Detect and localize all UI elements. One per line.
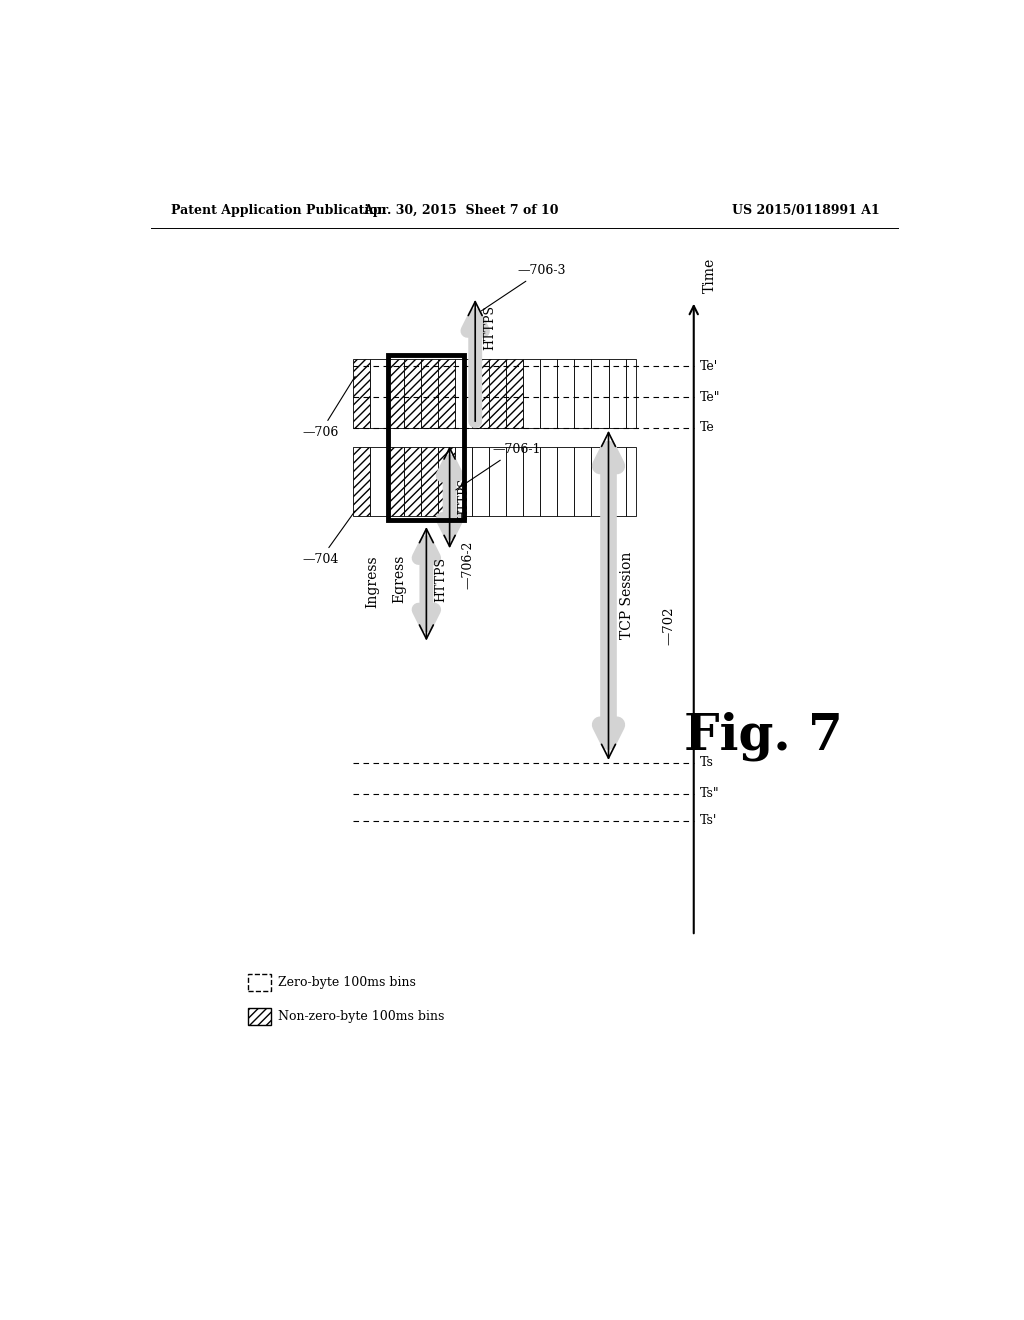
Bar	[608, 359, 626, 428]
Bar	[352, 447, 370, 516]
Bar	[388, 355, 464, 520]
Text: —702: —702	[663, 607, 676, 645]
Bar	[523, 359, 541, 428]
Bar	[489, 359, 506, 428]
Bar	[387, 447, 403, 516]
Bar	[403, 447, 421, 516]
Text: US 2015/0118991 A1: US 2015/0118991 A1	[732, 205, 880, 218]
Text: Non-zero-byte 100ms bins: Non-zero-byte 100ms bins	[278, 1010, 444, 1023]
Bar	[557, 359, 574, 428]
Bar	[557, 447, 574, 516]
Text: HTTPS: HTTPS	[434, 557, 447, 602]
Text: Fig. 7: Fig. 7	[684, 711, 843, 760]
Text: —706-2: —706-2	[461, 540, 474, 589]
Text: —706-1: —706-1	[456, 444, 541, 490]
Text: —706-3: —706-3	[481, 264, 566, 312]
Text: Egress: Egress	[392, 554, 407, 603]
Bar	[592, 359, 608, 428]
Bar	[403, 359, 421, 428]
Bar	[626, 447, 636, 516]
Text: Zero-byte 100ms bins: Zero-byte 100ms bins	[278, 975, 416, 989]
Bar	[472, 447, 489, 516]
Text: —704: —704	[302, 511, 355, 566]
Text: —706: —706	[302, 376, 355, 438]
Text: Ts": Ts"	[700, 787, 720, 800]
Bar	[370, 447, 387, 516]
Bar	[541, 359, 557, 428]
Text: Ingress: Ingress	[366, 554, 379, 607]
Bar	[489, 447, 506, 516]
Bar	[387, 359, 403, 428]
Bar	[506, 447, 523, 516]
Text: Ts': Ts'	[700, 814, 718, 828]
Text: Patent Application Publication: Patent Application Publication	[171, 205, 386, 218]
Text: Time: Time	[703, 257, 717, 293]
Bar	[248, 974, 271, 991]
Bar	[352, 359, 370, 428]
Text: Te": Te"	[700, 391, 721, 404]
Bar	[438, 447, 455, 516]
Bar	[438, 359, 455, 428]
Bar	[248, 1008, 271, 1026]
Text: Apr. 30, 2015  Sheet 7 of 10: Apr. 30, 2015 Sheet 7 of 10	[364, 205, 559, 218]
Bar	[421, 447, 438, 516]
Bar	[608, 447, 626, 516]
Bar	[626, 359, 636, 428]
Bar	[592, 447, 608, 516]
Text: HTTPS: HTTPS	[483, 305, 496, 350]
Bar	[455, 359, 472, 428]
Bar	[574, 447, 592, 516]
Text: Te': Te'	[700, 360, 718, 372]
Text: Ts: Ts	[700, 756, 714, 770]
Bar	[472, 359, 489, 428]
Bar	[574, 359, 592, 428]
Bar	[421, 359, 438, 428]
Text: Te: Te	[700, 421, 715, 434]
Text: TCP Session: TCP Session	[621, 552, 634, 639]
Text: HTTPS: HTTPS	[458, 478, 470, 520]
Bar	[506, 359, 523, 428]
Bar	[523, 447, 541, 516]
Bar	[541, 447, 557, 516]
Bar	[455, 447, 472, 516]
Bar	[370, 359, 387, 428]
